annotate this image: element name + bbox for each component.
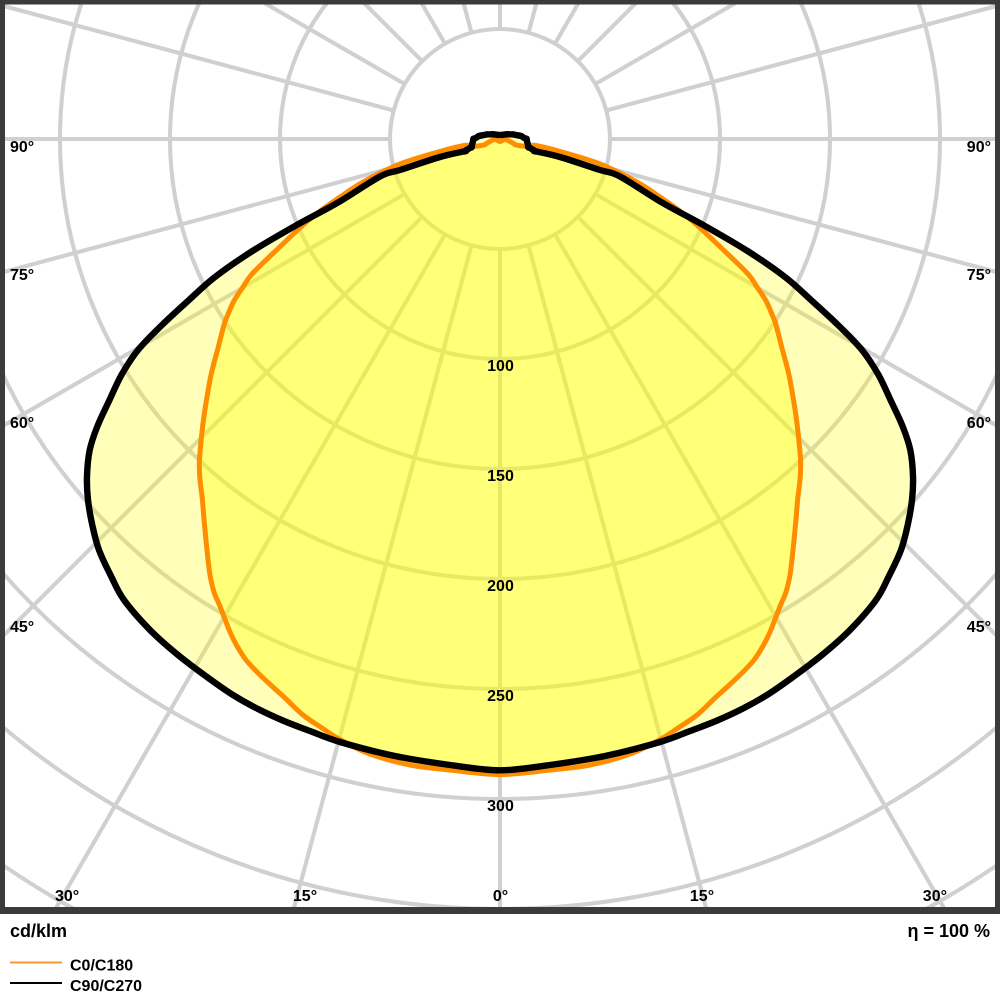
svg-text:30°: 30° xyxy=(55,888,79,905)
svg-text:C90/C270: C90/C270 xyxy=(70,978,142,995)
svg-text:90°: 90° xyxy=(967,139,991,156)
svg-text:90°: 90° xyxy=(10,139,34,156)
svg-text:C0/C180: C0/C180 xyxy=(70,958,133,975)
svg-text:45°: 45° xyxy=(10,619,34,636)
svg-text:250: 250 xyxy=(487,688,514,705)
svg-text:75°: 75° xyxy=(967,267,991,284)
svg-text:45°: 45° xyxy=(967,619,991,636)
svg-text:75°: 75° xyxy=(10,267,34,284)
svg-text:cd/klm: cd/klm xyxy=(10,921,67,941)
svg-text:200: 200 xyxy=(487,578,514,595)
svg-text:60°: 60° xyxy=(967,415,991,432)
svg-text:60°: 60° xyxy=(10,415,34,432)
svg-text:15°: 15° xyxy=(690,888,714,905)
svg-text:η = 100 %: η = 100 % xyxy=(907,921,990,941)
svg-text:0°: 0° xyxy=(493,888,508,905)
svg-text:300: 300 xyxy=(487,798,514,815)
svg-text:100: 100 xyxy=(487,358,514,375)
svg-text:150: 150 xyxy=(487,468,514,485)
svg-text:30°: 30° xyxy=(923,888,947,905)
svg-text:15°: 15° xyxy=(293,888,317,905)
